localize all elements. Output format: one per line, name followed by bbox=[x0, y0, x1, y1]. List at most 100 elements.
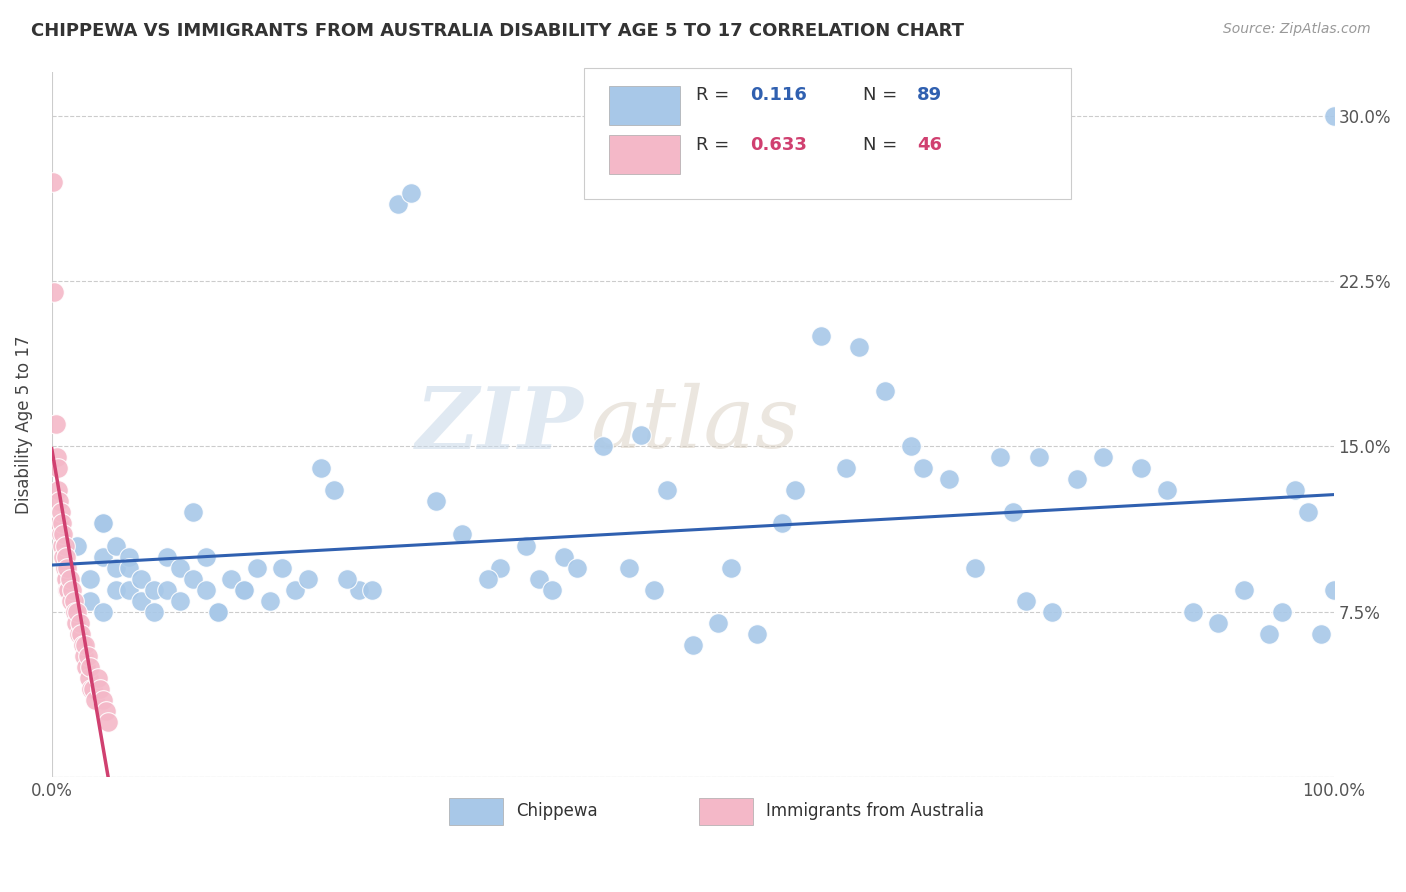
Point bbox=[1233, 582, 1256, 597]
Point bbox=[84, 692, 107, 706]
Point bbox=[540, 582, 562, 597]
Point bbox=[75, 638, 97, 652]
Point bbox=[785, 483, 807, 498]
Point bbox=[745, 626, 768, 640]
Point bbox=[720, 560, 742, 574]
Point bbox=[322, 483, 344, 498]
Point bbox=[592, 439, 614, 453]
Point bbox=[91, 516, 114, 531]
Point bbox=[988, 450, 1011, 465]
Point bbox=[630, 428, 652, 442]
Point bbox=[284, 582, 307, 597]
Point bbox=[53, 560, 76, 574]
Point bbox=[104, 539, 127, 553]
Point bbox=[309, 461, 332, 475]
Point bbox=[62, 593, 84, 607]
Text: atlas: atlas bbox=[591, 383, 799, 466]
Point bbox=[900, 439, 922, 453]
Point bbox=[45, 417, 67, 432]
Point bbox=[1181, 605, 1204, 619]
Point bbox=[1322, 109, 1344, 123]
Point bbox=[682, 638, 704, 652]
Point bbox=[60, 582, 83, 597]
Point bbox=[1309, 626, 1331, 640]
Point bbox=[207, 605, 229, 619]
Point bbox=[79, 659, 101, 673]
Point bbox=[75, 659, 97, 673]
Point bbox=[56, 582, 79, 597]
Point bbox=[515, 539, 537, 553]
Point bbox=[233, 582, 256, 597]
Point bbox=[52, 549, 75, 564]
Point bbox=[72, 638, 94, 652]
Point bbox=[46, 461, 69, 475]
Point bbox=[79, 593, 101, 607]
Point bbox=[82, 681, 104, 696]
Point bbox=[49, 527, 72, 541]
Point bbox=[51, 516, 73, 531]
Point bbox=[80, 681, 103, 696]
Point bbox=[1066, 472, 1088, 486]
Point bbox=[45, 450, 67, 465]
FancyBboxPatch shape bbox=[699, 798, 752, 825]
Point bbox=[58, 582, 80, 597]
Text: ZIP: ZIP bbox=[416, 383, 583, 467]
Point bbox=[643, 582, 665, 597]
Point bbox=[70, 626, 93, 640]
Point bbox=[91, 605, 114, 619]
Text: Immigrants from Australia: Immigrants from Australia bbox=[766, 802, 984, 821]
Point bbox=[55, 549, 77, 564]
Point bbox=[361, 582, 384, 597]
Point bbox=[425, 494, 447, 508]
Point bbox=[912, 461, 935, 475]
Point bbox=[52, 527, 75, 541]
Point bbox=[66, 605, 89, 619]
Point bbox=[156, 549, 179, 564]
Point bbox=[48, 494, 70, 508]
Point bbox=[42, 175, 65, 189]
Point bbox=[76, 648, 98, 663]
Point bbox=[297, 572, 319, 586]
Text: Source: ZipAtlas.com: Source: ZipAtlas.com bbox=[1223, 22, 1371, 37]
Point bbox=[118, 549, 141, 564]
Point bbox=[1040, 605, 1063, 619]
Point bbox=[848, 340, 870, 354]
Point bbox=[233, 582, 256, 597]
Point bbox=[66, 539, 89, 553]
Point bbox=[143, 582, 166, 597]
Point bbox=[399, 186, 422, 200]
Text: Chippewa: Chippewa bbox=[516, 802, 598, 821]
Point bbox=[89, 681, 111, 696]
Text: N =: N = bbox=[863, 87, 903, 104]
Text: 0.633: 0.633 bbox=[751, 136, 807, 153]
Point bbox=[63, 605, 86, 619]
Point bbox=[567, 560, 589, 574]
Point bbox=[131, 593, 153, 607]
Text: 89: 89 bbox=[917, 87, 942, 104]
Point bbox=[207, 605, 229, 619]
Point bbox=[48, 516, 70, 531]
Point bbox=[553, 549, 575, 564]
Point bbox=[617, 560, 640, 574]
Point bbox=[87, 671, 110, 685]
Point bbox=[56, 560, 79, 574]
Point bbox=[44, 285, 66, 300]
Point bbox=[655, 483, 678, 498]
Point bbox=[59, 593, 82, 607]
Point bbox=[55, 572, 77, 586]
Point bbox=[49, 506, 72, 520]
Point bbox=[1002, 506, 1025, 520]
Point bbox=[104, 582, 127, 597]
Text: CHIPPEWA VS IMMIGRANTS FROM AUSTRALIA DISABILITY AGE 5 TO 17 CORRELATION CHART: CHIPPEWA VS IMMIGRANTS FROM AUSTRALIA DI… bbox=[31, 22, 965, 40]
Point bbox=[1271, 605, 1294, 619]
Point bbox=[707, 615, 730, 630]
Point bbox=[118, 560, 141, 574]
FancyBboxPatch shape bbox=[449, 798, 503, 825]
Text: 46: 46 bbox=[917, 136, 942, 153]
Y-axis label: Disability Age 5 to 17: Disability Age 5 to 17 bbox=[15, 335, 32, 514]
Point bbox=[104, 560, 127, 574]
Point bbox=[53, 539, 76, 553]
Text: N =: N = bbox=[863, 136, 903, 153]
Point bbox=[91, 692, 114, 706]
Point bbox=[1322, 582, 1344, 597]
